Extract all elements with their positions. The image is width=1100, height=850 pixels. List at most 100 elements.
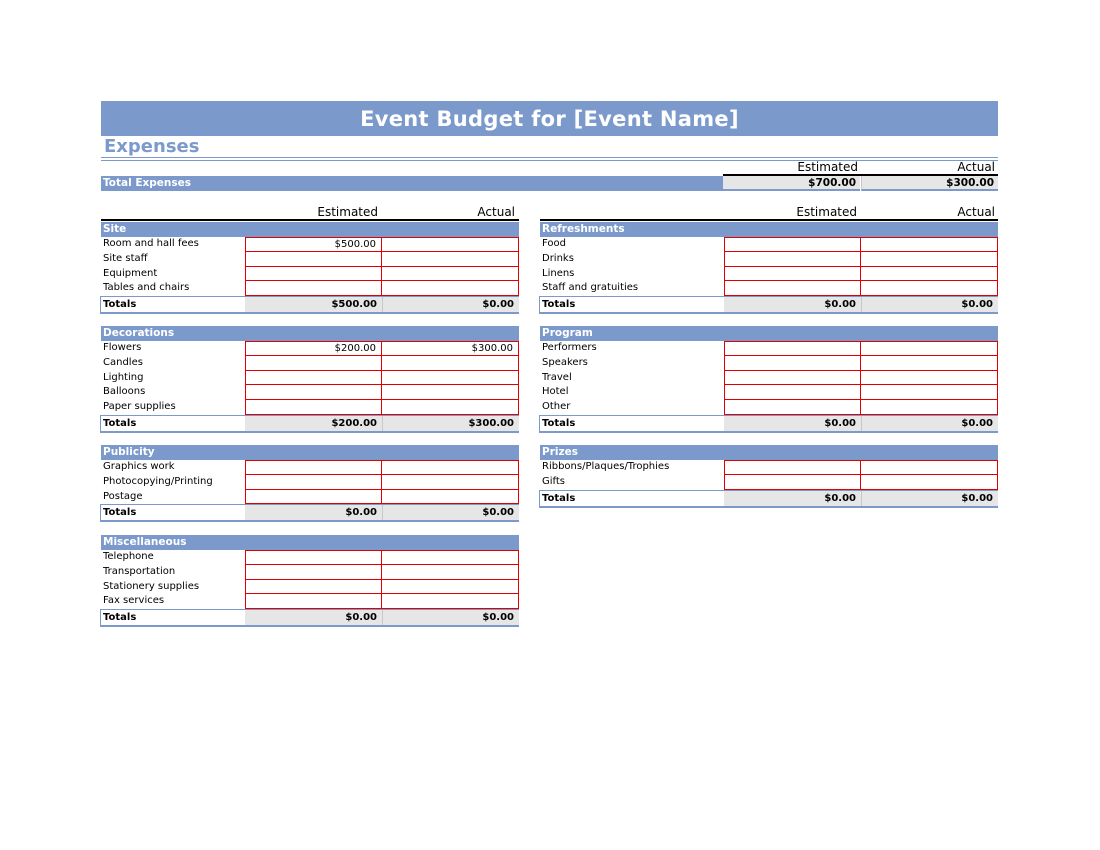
totals-estimated: $0.00 — [724, 415, 861, 431]
totals-estimated: $200.00 — [245, 415, 382, 431]
actual-cell[interactable] — [382, 251, 519, 267]
actual-cell[interactable] — [861, 474, 998, 490]
total-expenses-actual[interactable]: $300.00 — [861, 176, 998, 191]
actual-cell[interactable] — [861, 281, 998, 297]
category-refreshments: Refreshments Food Drinks Linens Staff and gr… — [539, 222, 998, 315]
estimated-cell[interactable] — [724, 385, 861, 401]
estimated-cell[interactable] — [245, 281, 382, 297]
line-item-label: Transportation — [103, 565, 176, 577]
estimated-cell[interactable] — [245, 266, 382, 282]
table-row: Stationery supplies — [101, 579, 519, 595]
totals-actual: $0.00 — [382, 610, 519, 626]
category-header: Refreshments — [540, 222, 998, 237]
line-item-label: Site staff — [103, 252, 148, 264]
actual-cell[interactable] — [382, 266, 519, 282]
estimated-cell[interactable] — [724, 474, 861, 490]
line-item-label: Gifts — [542, 475, 566, 487]
line-item-label: Equipment — [103, 267, 158, 279]
estimated-cell[interactable] — [245, 355, 382, 371]
estimated-cell[interactable] — [245, 474, 382, 490]
actual-cell[interactable] — [861, 385, 998, 401]
actual-cell[interactable] — [861, 370, 998, 386]
totals-row: Totals $0.00 $0.00 — [100, 504, 519, 523]
line-item-label: Travel — [542, 371, 572, 383]
estimated-cell[interactable] — [724, 237, 861, 252]
section-title-expenses: Expenses — [104, 136, 200, 157]
actual-cell[interactable] — [861, 237, 998, 252]
actual-cell[interactable] — [382, 460, 519, 475]
table-row: Photocopying/Printing — [101, 474, 519, 490]
estimated-header: Estimated — [796, 205, 857, 219]
category-miscellaneous: Miscellaneous Telephone Transportation Stat… — [100, 535, 519, 628]
actual-cell[interactable] — [861, 400, 998, 415]
estimated-cell[interactable] — [724, 281, 861, 297]
actual-cell[interactable] — [861, 341, 998, 356]
estimated-cell[interactable] — [245, 550, 382, 565]
estimated-cell[interactable] — [724, 341, 861, 356]
estimated-cell[interactable] — [245, 251, 382, 267]
totals-row: Totals $0.00 $0.00 — [539, 414, 998, 433]
estimated-cell[interactable] — [724, 460, 861, 475]
line-item-label: Room and hall fees — [103, 238, 199, 249]
estimated-cell[interactable] — [245, 594, 382, 610]
actual-cell[interactable] — [861, 460, 998, 475]
line-item-label: Tables and chairs — [103, 282, 190, 294]
estimated-cell[interactable] — [245, 579, 382, 595]
table-row: Drinks — [540, 251, 998, 267]
table-row: Other — [540, 400, 998, 415]
actual-cell[interactable] — [382, 281, 519, 297]
line-item-label: Linens — [542, 267, 575, 279]
totals-estimated: $0.00 — [724, 490, 861, 506]
table-row: Gifts — [540, 474, 998, 490]
total-expenses-estimated[interactable]: $700.00 — [723, 176, 860, 191]
estimated-cell[interactable] — [245, 460, 382, 475]
table-row: Tables and chairs — [101, 281, 519, 297]
estimated-cell[interactable] — [245, 489, 382, 505]
actual-cell[interactable] — [382, 579, 519, 595]
line-item-label: Graphics work — [103, 461, 175, 472]
actual-cell[interactable] — [382, 474, 519, 490]
actual-cell[interactable] — [382, 550, 519, 565]
actual-cell[interactable] — [382, 594, 519, 610]
table-row: Telephone — [101, 550, 519, 565]
category-header: Miscellaneous — [101, 535, 519, 550]
divider — [101, 157, 998, 158]
estimated-cell[interactable]: $200.00 — [245, 341, 382, 356]
estimated-cell[interactable]: $500.00 — [245, 237, 382, 252]
category-header: Program — [540, 326, 998, 341]
actual-cell[interactable] — [861, 355, 998, 371]
estimated-cell[interactable] — [724, 355, 861, 371]
actual-cell[interactable] — [382, 400, 519, 415]
actual-cell[interactable] — [861, 251, 998, 267]
estimated-cell[interactable] — [245, 370, 382, 386]
totals-label: Totals — [542, 299, 576, 311]
totals-label: Totals — [103, 417, 137, 429]
totals-label: Totals — [542, 492, 576, 504]
table-row: Equipment — [101, 266, 519, 282]
actual-cell[interactable] — [382, 370, 519, 386]
actual-cell[interactable] — [382, 237, 519, 252]
estimated-cell[interactable] — [724, 370, 861, 386]
actual-cell[interactable] — [382, 385, 519, 401]
actual-cell[interactable] — [382, 564, 519, 580]
estimated-cell[interactable] — [724, 400, 861, 415]
estimated-cell[interactable] — [245, 564, 382, 580]
category-prizes: Prizes Ribbons/Plaques/Trophies Gifts Total… — [539, 445, 998, 508]
table-row: Site staff — [101, 251, 519, 267]
estimated-cell[interactable] — [724, 251, 861, 267]
table-row: Paper supplies — [101, 400, 519, 415]
estimated-cell[interactable] — [724, 266, 861, 282]
totals-row: Totals $200.00 $300.00 — [100, 414, 519, 433]
estimated-header: Estimated — [317, 205, 378, 219]
totals-row: Totals $0.00 $0.00 — [539, 296, 998, 315]
actual-cell[interactable] — [382, 489, 519, 505]
table-row: Food — [540, 237, 998, 252]
actual-cell[interactable] — [382, 355, 519, 371]
line-item-label: Fax services — [103, 595, 165, 607]
category-header: Publicity — [101, 445, 519, 460]
estimated-cell[interactable] — [245, 400, 382, 415]
actual-cell[interactable] — [861, 266, 998, 282]
actual-cell[interactable]: $300.00 — [382, 341, 519, 356]
totals-label: Totals — [103, 299, 137, 311]
estimated-cell[interactable] — [245, 385, 382, 401]
